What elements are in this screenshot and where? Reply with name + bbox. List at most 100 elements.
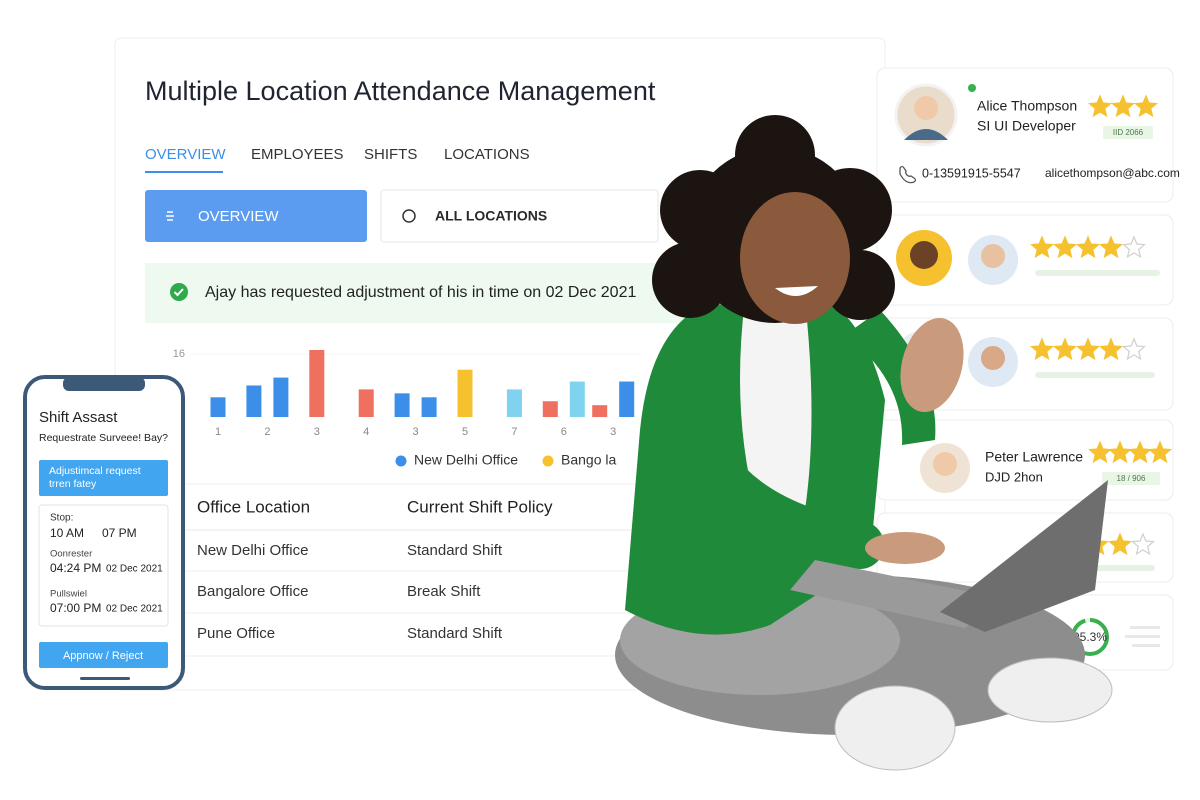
button-label[interactable]: ALL LOCATIONS (435, 208, 547, 224)
x-tick-label: 3 (314, 426, 320, 438)
table-cell: Standard Shift (407, 625, 503, 642)
star (1098, 235, 1124, 259)
placeholder-bar (1035, 372, 1155, 378)
star-rating (1029, 235, 1147, 259)
star (1075, 235, 1101, 259)
bar (394, 393, 410, 417)
bar (246, 385, 262, 417)
tab[interactable]: EMPLOYEES (251, 146, 344, 163)
phone-title: Shift Assast (39, 409, 118, 426)
bar (542, 401, 558, 417)
profile-name: Peter Lawrence (985, 449, 1083, 465)
table-cell: Standard Shift (407, 542, 503, 559)
bar (592, 405, 608, 417)
field-label: Pullswiel (50, 589, 87, 600)
phone-icon (899, 165, 917, 184)
bar (309, 350, 325, 417)
x-tick-label: 3 (413, 426, 419, 438)
badge (1102, 472, 1160, 485)
bar (619, 381, 635, 417)
button-label[interactable]: OVERVIEW (198, 208, 279, 225)
check-mark (173, 288, 184, 297)
tab[interactable]: SHIFTS (364, 146, 417, 163)
y-tick-label: 16 (173, 348, 185, 360)
avatar-face (933, 452, 957, 476)
bar (421, 397, 437, 417)
table-cell: Bangalore Office (197, 583, 308, 600)
avatar-face (910, 241, 938, 269)
tab[interactable]: LOCATIONS (444, 146, 530, 163)
bar (358, 389, 374, 417)
bar (457, 369, 473, 417)
badge (1103, 126, 1153, 139)
placeholder-line (1132, 644, 1160, 647)
action-button[interactable] (39, 642, 168, 668)
star (1098, 337, 1124, 361)
shoe (987, 657, 1113, 723)
locations-button[interactable] (380, 189, 659, 243)
table-cell: New Delhi Office (197, 542, 308, 559)
request-text: Adjustimcal request (49, 465, 141, 477)
star (1075, 337, 1101, 361)
star-rating (1087, 94, 1159, 118)
hair (660, 170, 740, 250)
overview-button[interactable] (145, 190, 367, 242)
phone-subtitle: Requestrate Surveee! Bay? (39, 432, 168, 444)
star (1087, 94, 1113, 118)
table-header: Office Location (197, 497, 310, 516)
profile-role: SI UI Developer (977, 118, 1076, 134)
star (1121, 235, 1147, 259)
page-title: Multiple Location Attendance Management (145, 76, 656, 106)
placeholder-bar (1035, 270, 1160, 276)
profile-phone: 0-13591915-5547 (922, 166, 1021, 180)
star (1107, 532, 1133, 556)
avatar-body (904, 129, 948, 140)
person-photo (615, 115, 1113, 771)
star-rating (1029, 337, 1147, 361)
phone-mockup: Shift Assast Requestrate Surveee! Bay? A… (23, 375, 185, 690)
sleeve (845, 310, 936, 445)
hand (900, 317, 964, 413)
badge-text: IID 2066 (1113, 128, 1144, 137)
table-header: Current Shift Policy (407, 497, 553, 516)
x-tick-label: 4 (363, 426, 369, 438)
legend-label: New Delhi Office (414, 452, 518, 468)
tab[interactable]: OVERVIEW (145, 146, 226, 163)
x-tick-label: 2 (264, 426, 270, 438)
avatar-face (914, 96, 938, 120)
star (1052, 235, 1078, 259)
avatar-face (981, 244, 1005, 268)
hair (735, 115, 815, 195)
field-label: Oonrester (50, 549, 92, 560)
legend-label: Bango la (561, 452, 616, 468)
field-value: 10 AM (50, 526, 84, 540)
field-value: 04:24 PM (50, 561, 101, 575)
table-cell: Break Shift (407, 583, 481, 600)
sleeve (666, 396, 884, 569)
star (1107, 440, 1133, 464)
laptop-screen (940, 480, 1108, 632)
action-label[interactable]: Appnow / Reject (63, 650, 143, 662)
request-text: trren fatey (49, 478, 97, 490)
star (1147, 440, 1173, 464)
shirt (740, 300, 812, 522)
star (1087, 440, 1113, 464)
x-tick-label: 3 (610, 426, 616, 438)
notice-banner (145, 263, 705, 323)
hair (652, 242, 728, 318)
face (740, 192, 850, 324)
hand (865, 532, 945, 564)
notice-text: Ajay has requested adjustment of his in … (205, 284, 636, 301)
legend-dot (395, 455, 407, 467)
smile (775, 286, 818, 297)
star (1029, 337, 1055, 361)
legend-dot (542, 455, 554, 467)
status-dot (968, 84, 976, 92)
bar (273, 377, 289, 417)
field-date: 02 Dec 2021 (106, 564, 163, 575)
field-value: 07 PM (102, 526, 137, 540)
detail-panel (38, 504, 169, 627)
request-box[interactable] (39, 460, 168, 496)
bar (210, 397, 226, 417)
